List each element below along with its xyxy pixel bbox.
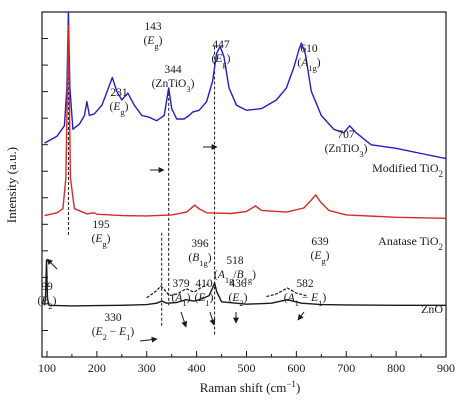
peak-mode: (Eg) [144, 35, 163, 51]
peak-label: 344 (ZnTiO3) [152, 64, 195, 94]
peak-label: 99 (E2) [38, 281, 57, 311]
peak-mode: (E2 − E1) [92, 326, 135, 342]
x-axis-title: Raman shift (cm−1) [200, 379, 301, 395]
peak-label: 707 (ZnTiO3) [325, 129, 368, 159]
peak-mode: (E2) [38, 295, 57, 311]
zno-zoom-line [146, 284, 208, 299]
x-tick-label: 600 [287, 361, 305, 375]
peak-wavenumber: 436 [229, 278, 247, 290]
peak-wavenumber: 639 [311, 236, 329, 248]
x-tick-label: 400 [188, 361, 206, 375]
series-names: Modified TiO2 Anatase TiO2 ZnO [372, 161, 443, 316]
peak-wavenumber: 518 [226, 255, 244, 267]
peak-label: 518 (A1g/B1g) [214, 255, 256, 285]
axis-ticks: 100 200 300 400 500 600 700 800 900 [38, 38, 455, 375]
peak-wavenumber: 610 [300, 43, 318, 55]
peak-mode: (E1) [195, 292, 214, 308]
peak-mode: (E2) [229, 292, 248, 308]
plot-frame [41, 11, 447, 358]
peak-wavenumber: 396 [191, 238, 209, 250]
peak-wavenumber: 379 [172, 278, 190, 290]
peak-label: 410 (E1) [195, 278, 214, 308]
annotation-arrow [180, 311, 188, 328]
annotation-arrow [46, 258, 58, 270]
arrows [46, 144, 305, 343]
peak-wavenumber: 231 [110, 87, 128, 99]
x-tick-label: 700 [337, 361, 355, 375]
peak-label: 582 (A1 − E1) [284, 278, 327, 308]
peak-wavenumber: 330 [104, 312, 122, 324]
peak-wavenumber: 99 [41, 281, 53, 293]
peak-wavenumber: 447 [212, 39, 230, 51]
peak-wavenumber: 344 [164, 64, 182, 76]
peak-wavenumber: 410 [195, 278, 213, 290]
peak-mode: (B1g) [188, 252, 211, 268]
peak-mode: (Eg) [92, 233, 111, 249]
series-label: ZnO [421, 302, 443, 316]
x-tick-label: 300 [138, 361, 156, 375]
peak-mode: (A1g) [297, 57, 320, 73]
peak-label: 610 (A1g) [297, 43, 320, 73]
peak-mode: (Eg) [110, 101, 129, 117]
peak-mode: (ZnTiO3) [325, 143, 368, 159]
peak-label: 447 (Eg) [212, 39, 231, 69]
peak-wavenumber: 143 [144, 21, 162, 33]
annotation-arrow [209, 311, 216, 326]
x-tick-label: 200 [88, 361, 106, 375]
peak-label: 231 (Eg) [110, 87, 129, 117]
annotation-arrow [297, 311, 305, 321]
x-tick-label: 800 [387, 361, 405, 375]
peak-label: 639 (Eg) [311, 236, 330, 266]
peak-label: 396 (B1g) [188, 238, 211, 268]
peak-label: 143 (Eg) [144, 21, 163, 51]
y-axis-title: Intensity (a.u.) [4, 147, 19, 223]
peak-mode: (A1g/B1g) [214, 269, 256, 285]
series-label: Modified TiO2 [372, 161, 443, 179]
peak-label: 330 (E2 − E1) [92, 312, 135, 342]
peak-labels: 143 (Eg) 231 (Eg) 344 (ZnTiO3) 447 (Eg) 610 (A1g)… [38, 21, 368, 342]
peak-mode: (ZnTiO3) [152, 78, 195, 94]
peak-mode: (A1 − E1) [284, 292, 327, 308]
x-tick-label: 900 [437, 361, 455, 375]
peak-mode: (Eg) [212, 53, 231, 69]
peak-label: 195 (Eg) [92, 219, 111, 249]
reference-lines [67, 12, 216, 337]
series-line [43, 259, 446, 307]
series-line [44, 25, 447, 219]
series-lines [43, 11, 447, 307]
peak-wavenumber: 582 [296, 278, 314, 290]
peak-wavenumber: 195 [92, 219, 110, 231]
peak-wavenumber: 707 [337, 129, 355, 141]
peak-label: 436 (E2) [229, 278, 248, 308]
series-line [44, 11, 447, 160]
peak-mode: (A1) [172, 292, 191, 308]
peak-mode: (Eg) [311, 250, 330, 266]
x-tick-label: 500 [237, 361, 255, 375]
x-tick-label: 100 [38, 361, 56, 375]
peak-label: 379 (A1) [172, 278, 191, 308]
zno-zoom-line [266, 287, 307, 298]
series-label: Anatase TiO2 [378, 234, 443, 252]
annotation-arrow [139, 336, 158, 343]
